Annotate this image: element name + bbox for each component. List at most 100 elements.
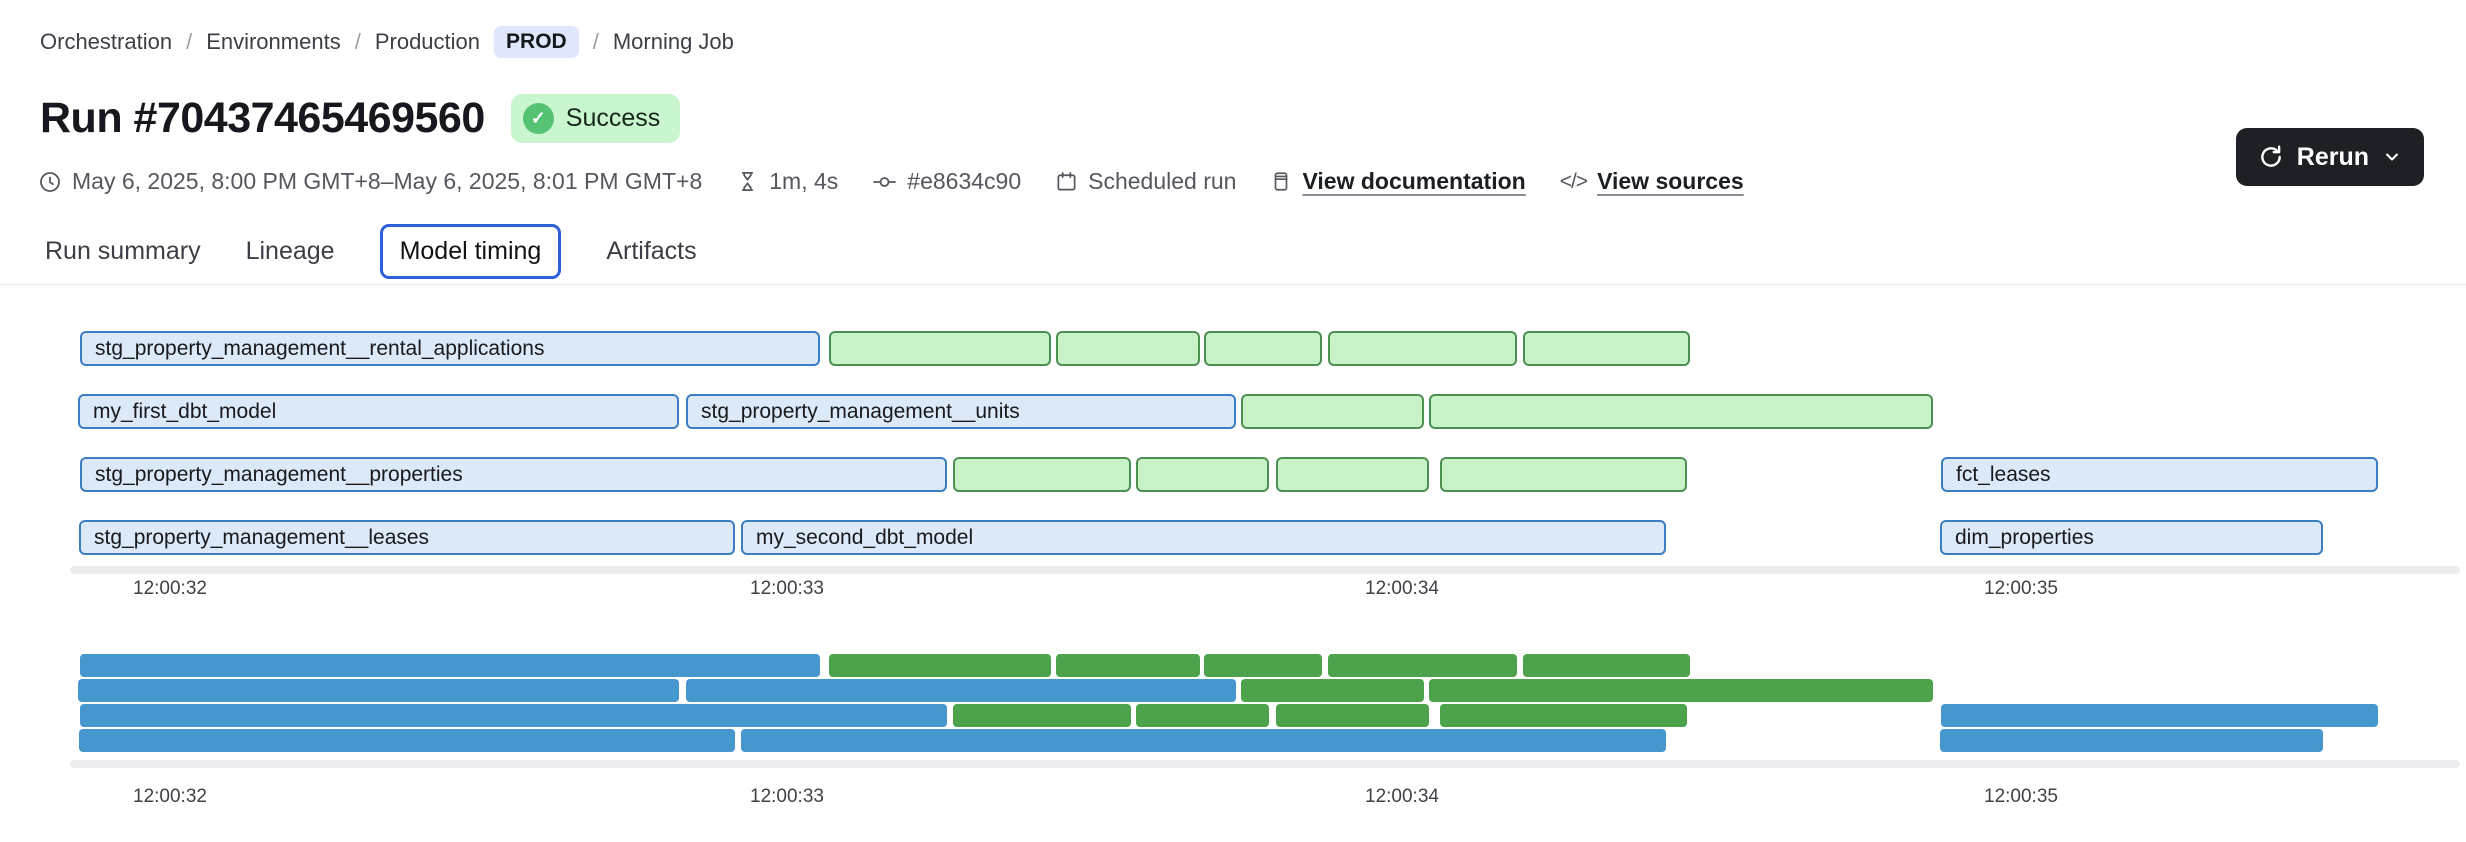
minimap-row [0,729,2466,752]
run-tabs: Run summary Lineage Model timing Artifac… [45,220,697,282]
hourglass-icon [742,172,754,191]
gantt-bar-stg_property_management__properties[interactable]: stg_property_management__properties [80,457,947,492]
minimap-bar[interactable] [79,729,735,752]
gantt-row: my_first_dbt_model stg_property_managemen… [0,394,2466,429]
axis-tick-label: 12:00:33 [750,786,824,807]
refresh-icon [2260,145,2281,167]
gantt-time-axis: 12:00:32 12:00:33 12:00:34 12:00:35 [0,578,2466,600]
gantt-bar-dim_properties[interactable]: dim_properties [1940,520,2323,555]
minimap-bar[interactable] [1241,679,1424,702]
run-time-range-text: May 6, 2025, 8:00 PM GMT+8–May 6, 2025, … [72,168,703,194]
gantt-bar[interactable] [1136,457,1269,492]
success-check-icon: ✓ [522,103,554,134]
rerun-button-label: Rerun [2296,142,2369,171]
minimap-bar[interactable] [1204,654,1322,677]
tab-run-summary[interactable]: Run summary [45,236,201,265]
gantt-bar[interactable] [1056,331,1200,366]
gantt-bar[interactable] [1440,457,1687,492]
gantt-row: stg_property_management__leases my_second… [0,520,2466,555]
gantt-bar-label: stg_property_management__leases [94,525,430,549]
gantt-bar[interactable] [1429,394,1933,429]
gantt-bar[interactable] [1328,331,1517,366]
view-documentation[interactable]: View documentation [1270,168,1526,195]
gantt-bar-label: my_second_dbt_model [756,525,974,549]
minimap-scrollbar-track[interactable] [70,760,2460,768]
gantt-row: stg_property_management__properties fct_l… [0,457,2466,492]
gantt-bar[interactable] [1241,394,1424,429]
minimap-bar[interactable] [1056,654,1200,677]
tabs-divider [0,284,2466,285]
rerun-button[interactable]: Rerun [2235,128,2424,186]
minimap-bar[interactable] [741,729,1666,752]
axis-tick-label: 12:00:32 [133,786,207,807]
tab-artifacts[interactable]: Artifacts [606,236,697,265]
breadcrumb-production[interactable]: Production [374,29,481,54]
run-commit: #e8634c90 [872,168,1021,195]
status-badge-label: Success [565,104,661,132]
minimap-bar[interactable] [80,704,947,727]
run-commit-text: #e8634c90 [907,168,1022,194]
model-timing-minimap[interactable] [0,654,2466,754]
gantt-bar-label: dim_properties [1955,525,2094,549]
breadcrumb-separator: / [354,29,361,54]
minimap-bar[interactable] [953,704,1131,727]
minimap-bar[interactable] [78,679,679,702]
minimap-row [0,679,2466,702]
documentation-icon [1275,172,1288,191]
gantt-bar-fct_leases[interactable]: fct_leases [1941,457,2378,492]
gantt-bar[interactable] [1523,331,1690,366]
axis-tick-label: 12:00:35 [1984,578,2058,599]
minimap-bar[interactable] [1136,704,1269,727]
gantt-bar-my_second_dbt_model[interactable]: my_second_dbt_model [741,520,1666,555]
code-icon: </> [1559,169,1588,193]
breadcrumb-separator: / [592,29,599,54]
view-documentation-link[interactable]: View documentation [1302,168,1526,194]
breadcrumb-separator: / [186,29,193,54]
minimap-bar[interactable] [829,654,1051,677]
gantt-bar-stg_property_management__units[interactable]: stg_property_management__units [686,394,1236,429]
minimap-row [0,704,2466,727]
gantt-bar-label: stg_property_management__rental_applicat… [95,336,545,360]
clock-icon [40,171,60,192]
gantt-bar[interactable] [1276,457,1429,492]
gantt-bar-label: my_first_dbt_model [93,399,277,423]
calendar-icon [1057,172,1076,191]
view-sources[interactable]: </> View sources [1560,168,1744,195]
tab-lineage[interactable]: Lineage [245,236,335,265]
minimap-bar[interactable] [1276,704,1429,727]
minimap-bar[interactable] [1429,679,1933,702]
axis-tick-label: 12:00:34 [1365,786,1439,807]
breadcrumb: Orchestration / Environments / Productio… [40,26,734,58]
minimap-bar[interactable] [1440,704,1687,727]
view-sources-link[interactable]: View sources [1597,168,1744,194]
gantt-bar-stg_property_management__rental_applications[interactable]: stg_property_management__rental_applicat… [80,331,820,366]
minimap-bar[interactable] [686,679,1236,702]
breadcrumb-orchestration[interactable]: Orchestration [40,29,173,54]
axis-tick-label: 12:00:33 [750,578,824,599]
gantt-bar-label: fct_leases [1956,462,2051,486]
minimap-bar[interactable] [80,654,820,677]
minimap-bar[interactable] [1523,654,1690,677]
title-row: Run #70437465469560 ✓ Success [40,94,681,143]
gantt-bar[interactable] [1204,331,1322,366]
status-badge: ✓ Success [510,94,681,143]
tab-model-timing[interactable]: Model timing [379,223,562,279]
run-duration: 1m, 4s [736,168,838,195]
minimap-bar[interactable] [1941,704,2378,727]
gantt-bar-label: stg_property_management__properties [95,462,463,486]
gantt-bar-label: stg_property_management__units [701,399,1020,423]
gantt-scrollbar-track[interactable] [70,566,2460,574]
gantt-bar-stg_property_management__leases[interactable]: stg_property_management__leases [79,520,735,555]
breadcrumb-morning-job[interactable]: Morning Job [612,29,734,54]
gantt-row: stg_property_management__rental_applicat… [0,331,2466,366]
chevron-down-icon[interactable] [2382,147,2402,167]
minimap-bar[interactable] [1328,654,1517,677]
gantt-bar[interactable] [953,457,1131,492]
breadcrumb-environments[interactable]: Environments [206,29,341,54]
run-trigger-text: Scheduled run [1088,168,1237,194]
gantt-bar-my_first_dbt_model[interactable]: my_first_dbt_model [78,394,679,429]
environment-badge: PROD [494,26,579,58]
model-timing-gantt: stg_property_management__rental_applicat… [0,331,2466,583]
gantt-bar[interactable] [829,331,1051,366]
minimap-bar[interactable] [1940,729,2323,752]
